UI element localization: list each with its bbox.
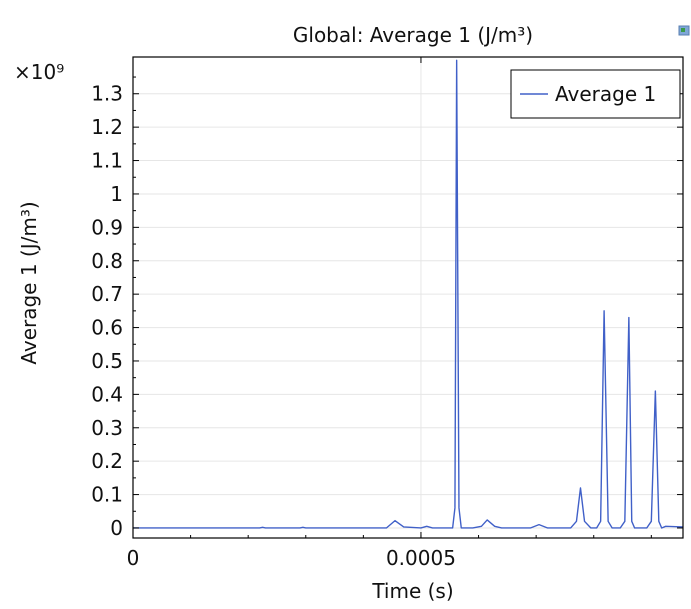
y-axis-title: Average 1 (J/m³) <box>17 201 41 364</box>
series-layer <box>133 59 684 529</box>
chart-title: Global: Average 1 (J/m³) <box>293 23 533 47</box>
y-tick-label: 0.3 <box>91 416 123 440</box>
corner-icon <box>678 25 690 36</box>
y-tick-label: 0.9 <box>91 215 123 239</box>
y-tick-label: 0.4 <box>91 382 123 406</box>
x-tick-label: 0.0005 <box>386 546 456 570</box>
y-multiplier-label: ×10⁹ <box>14 60 64 84</box>
y-tick-label: 1.3 <box>91 82 123 106</box>
y-tick-label: 1 <box>110 182 123 206</box>
ticks: 0 0.1 0.2 0.3 0.4 0.5 0.6 0.7 0.8 0.9 1 1.1 1.2 1.3 0 0… <box>91 57 683 570</box>
grid <box>132 57 683 538</box>
y-tick-label: 0.6 <box>91 316 123 340</box>
y-tick-label: 0.5 <box>91 349 123 373</box>
x-axis-title: Time (s) <box>371 579 453 603</box>
legend-label-average-1: Average 1 <box>555 82 656 106</box>
plot-frame <box>132 56 684 539</box>
y-tick-label: 0.7 <box>91 282 123 306</box>
legend: Average 1 <box>510 69 681 119</box>
y-tick-label: 0.2 <box>91 449 123 473</box>
x-tick-label: 0 <box>127 546 140 570</box>
y-tick-label: 0 <box>110 516 123 540</box>
series-line-1 <box>133 59 684 529</box>
y-tick-label: 1.1 <box>91 149 123 173</box>
y-tick-label: 0.1 <box>91 483 123 507</box>
y-tick-label: 1.2 <box>91 115 123 139</box>
y-tick-label: 0.8 <box>91 249 123 273</box>
